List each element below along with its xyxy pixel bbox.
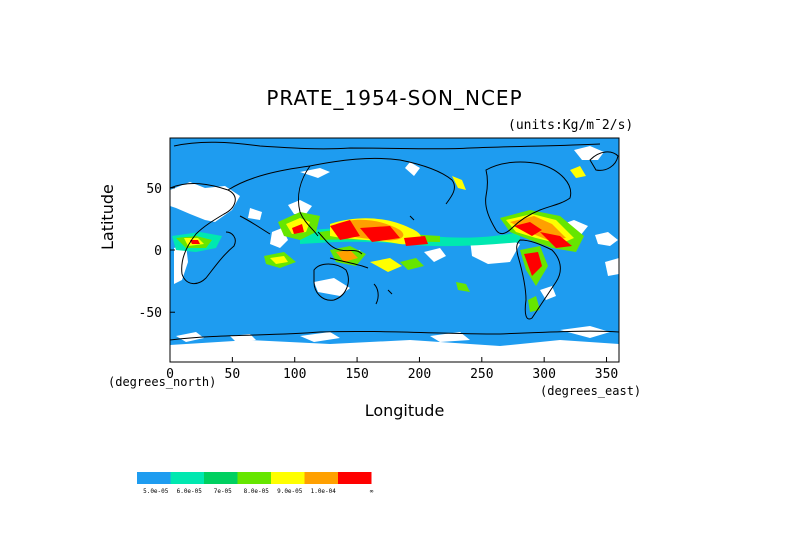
legend-label: 8.0e-05 <box>244 488 270 495</box>
legend-swatch <box>204 472 238 484</box>
x-axis-ticks: 0 50 100 150 200 250 300 350 <box>166 357 618 382</box>
legend-label: 1.0e-04 <box>311 488 337 495</box>
x-tick-label: 50 <box>225 367 241 382</box>
y-tick-label: -50 <box>139 306 162 321</box>
x-tick-label: 150 <box>345 367 368 382</box>
color-legend: 5.0e-05 6.0e-05 7e-05 8.0e-05 9.0e-05 1.0e-04… <box>137 472 374 495</box>
legend-swatch <box>137 472 171 484</box>
legend-label: 5.0e-05 <box>143 488 169 495</box>
y-tick-label: 50 <box>146 182 162 197</box>
coastlines <box>170 141 619 341</box>
map-plot-area <box>170 138 619 362</box>
missing-data-patches <box>170 146 619 362</box>
legend-swatch <box>338 472 372 484</box>
legend-label: 9.0e-05 <box>277 488 303 495</box>
x-tick-label: 350 <box>595 367 618 382</box>
x-tick-label: 250 <box>470 367 493 382</box>
ocean-background <box>170 138 619 362</box>
legend-swatch <box>271 472 305 484</box>
map-title: PRATE_1954-SON_NCEP <box>266 86 523 110</box>
y-axis-unit-note: (degrees_north) <box>108 375 217 389</box>
legend-swatch <box>304 472 338 484</box>
x-axis-unit-note: (degrees_east) <box>540 384 642 398</box>
legend-label: 6.0e-05 <box>177 488 203 495</box>
x-tick-label: 200 <box>408 367 431 382</box>
legend-swatch <box>237 472 271 484</box>
x-axis-label: Longitude <box>364 401 445 420</box>
legend-swatch <box>170 472 204 484</box>
precip-contours <box>172 166 586 312</box>
y-axis-ticks: 50 0 -50 <box>139 182 175 321</box>
units-label: (units:Kg/m¯2/s) <box>508 118 634 133</box>
y-tick-label: 0 <box>154 244 162 259</box>
legend-label: ∞ <box>370 488 374 495</box>
legend-label: 7e-05 <box>214 488 232 495</box>
x-tick-label: 300 <box>532 367 555 382</box>
x-tick-label: 100 <box>283 367 306 382</box>
x-tick-label: 0 <box>166 367 174 382</box>
